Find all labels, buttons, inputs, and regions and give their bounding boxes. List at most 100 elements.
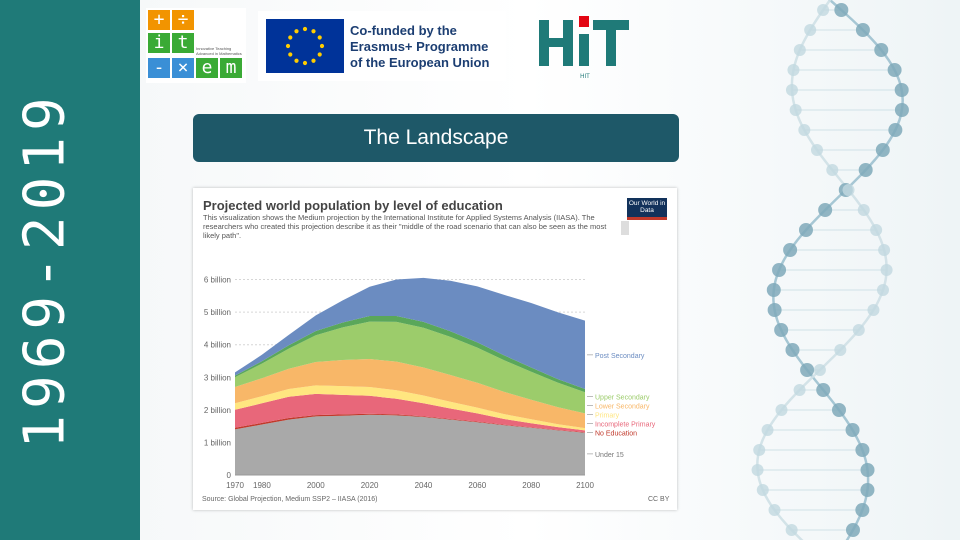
eu-star-icon: [319, 43, 325, 49]
legend-label[interactable]: Post Secondary: [595, 353, 645, 360]
eu-star-icon: [288, 52, 293, 57]
area-series[interactable]: [235, 385, 585, 431]
helix-node: [875, 143, 890, 157]
helix-node: [845, 523, 860, 537]
sidebar-year-text: 1969-2019: [12, 91, 78, 449]
helix-node: [855, 503, 870, 517]
helix-node: [860, 463, 875, 477]
y-tick-label: 2 billion: [204, 406, 231, 415]
helix-node: [874, 43, 889, 57]
legend-label[interactable]: Lower Secondary: [595, 403, 650, 410]
helix-node: [768, 504, 781, 516]
helix-node: [785, 343, 800, 357]
itxem-glyph: -: [148, 58, 170, 78]
helix-node: [888, 123, 903, 137]
eu-flag-icon: [266, 19, 344, 73]
helix-node: [852, 324, 865, 336]
helix-node: [813, 364, 826, 376]
chart-source: Source: Global Projection, Medium SSP2 –…: [202, 496, 378, 503]
helix-node: [789, 104, 802, 116]
x-tick-label: 1980: [253, 481, 271, 490]
y-tick-label: 4 billion: [204, 341, 231, 350]
slide-title: The Landscape: [363, 126, 509, 149]
helix-node: [887, 63, 902, 77]
itxem-glyph: ÷: [172, 10, 194, 30]
helix-node: [878, 244, 891, 256]
legend-label[interactable]: No Education: [595, 430, 637, 437]
x-tick-label: 1970: [226, 481, 244, 490]
helix-node: [855, 443, 870, 457]
helix-node: [867, 304, 880, 316]
helix-node: [775, 404, 788, 416]
helix-node: [894, 83, 909, 97]
eu-star-icon: [285, 43, 291, 49]
helix-node: [804, 24, 817, 36]
area-series[interactable]: [235, 277, 585, 389]
erasmus-logo: Co-funded by the Erasmus+ Programme of t…: [258, 11, 506, 81]
eu-star-icon: [311, 29, 316, 34]
x-tick-label: 2000: [307, 481, 325, 490]
helix-node: [818, 203, 833, 217]
itxem-glyph: m: [220, 58, 242, 78]
x-tick-label: 2020: [361, 481, 379, 490]
legend-label[interactable]: Under 15: [595, 452, 624, 459]
helix-node: [834, 344, 847, 356]
helix-node: [766, 283, 781, 297]
x-tick-label: 2060: [468, 481, 486, 490]
owid-badge[interactable]: Our World in Data: [627, 198, 667, 220]
eu-star-icon: [317, 35, 322, 40]
helix-node: [880, 264, 893, 276]
helix-node: [753, 444, 766, 456]
helix-node: [785, 524, 798, 536]
helix-node: [826, 164, 839, 176]
helix-node: [783, 243, 798, 257]
sidebar: 1969-2019: [0, 0, 140, 540]
itxem-glyph: +: [148, 10, 170, 30]
helix-node: [798, 223, 813, 237]
y-tick-label: 1 billion: [204, 438, 231, 447]
helix-node: [894, 103, 909, 117]
area-series[interactable]: [235, 393, 585, 433]
itxem-glyph: e: [196, 58, 218, 78]
area-series[interactable]: [235, 414, 585, 475]
eu-star-icon: [302, 26, 308, 32]
helix-node: [785, 84, 798, 96]
chart-license[interactable]: CC BY: [648, 496, 670, 503]
helix-node: [756, 484, 769, 496]
legend-label[interactable]: Incomplete Primary: [595, 421, 656, 428]
legend-label[interactable]: Primary: [595, 412, 620, 419]
dna-helix-decoration: [751, 0, 909, 540]
helix-node: [774, 323, 789, 337]
helix-node: [855, 23, 870, 37]
itxem-glyph: ×: [172, 58, 194, 78]
helix-node: [767, 303, 782, 317]
chart-title: Projected world population by level of e…: [203, 198, 503, 213]
helix-node: [817, 4, 830, 16]
y-tick-label: 0: [227, 471, 232, 480]
helix-node: [798, 124, 811, 136]
helix-node: [834, 3, 849, 17]
area-series[interactable]: [235, 359, 585, 429]
legend-label[interactable]: Upper Secondary: [595, 394, 650, 401]
itxem-caption: Innovative Teaching Advanced in Mathemat…: [196, 46, 242, 56]
eu-star-icon: [311, 58, 316, 63]
helix-node: [816, 383, 831, 397]
itxem-glyph: t: [172, 33, 194, 53]
area-series[interactable]: [235, 321, 585, 414]
eu-star-icon: [288, 35, 293, 40]
x-tick-label: 2040: [415, 481, 433, 490]
scroll-arrow-icon[interactable]: [621, 221, 629, 235]
eu-star-icon: [317, 52, 322, 57]
helix-node: [842, 184, 855, 196]
itxem-logo: + ÷ i t - × e m Innovative Teaching Adva…: [146, 8, 246, 83]
y-tick-label: 5 billion: [204, 308, 231, 317]
eu-star-icon: [294, 29, 299, 34]
helix-node: [845, 423, 860, 437]
chart-panel: 0 1 billion 2 billion 3 billion 4 billion 5 b…: [193, 188, 677, 510]
helix-node: [832, 403, 847, 417]
helix-node: [870, 224, 883, 236]
helix-node: [800, 363, 815, 377]
hit-logo-text: HIT: [580, 74, 590, 80]
helix-node: [772, 263, 787, 277]
